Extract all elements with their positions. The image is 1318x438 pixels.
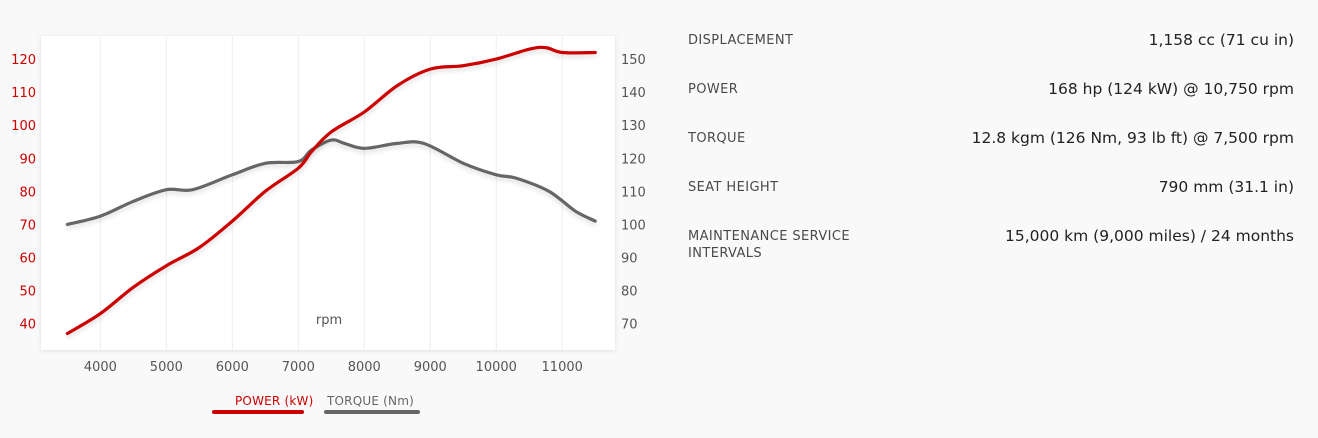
y-right-tick-label: 130 [621, 119, 646, 134]
x-tick-label: 9000 [414, 360, 447, 375]
y-left-tick-label: 60 [19, 251, 36, 266]
y-right-tick-label: 100 [621, 218, 646, 233]
x-axis-label: rpm [316, 313, 342, 328]
spec-label: DISPLACEMENT [688, 33, 794, 48]
y-right-tick-label: 80 [621, 285, 638, 300]
power-series-line [65, 45, 597, 336]
chart-svg: 4000 5000 6000 7000 8000 9000 10000 11000 40 50 60… [11, 36, 646, 375]
y-left-tick-label: 50 [19, 285, 36, 300]
spec-value: 168 hp (124 kW) @ 10,750 rpm [1048, 80, 1294, 98]
y-left-tick-label: 90 [19, 152, 36, 167]
grid-layer [99, 36, 563, 350]
y-left-tick-label: 40 [19, 318, 36, 333]
y-right-tick-label: 90 [621, 251, 638, 266]
legend-label-power[interactable]: POWER (kW) [235, 394, 314, 408]
legend-bar-torque [324, 410, 420, 414]
y-right-tick-label: 150 [621, 53, 646, 68]
legend-label-torque[interactable]: TORQUE (Nm) [327, 394, 414, 408]
x-tick-label: 10000 [476, 360, 517, 375]
x-tick-label: 7000 [282, 360, 315, 375]
spec-value: 15,000 km (9,000 miles) / 24 months [1005, 227, 1294, 245]
spec-value: 12.8 kgm (126 Nm, 93 lb ft) @ 7,500 rpm [971, 129, 1294, 147]
spec-label: TORQUE [688, 131, 746, 146]
y-left-tick-label: 70 [19, 218, 36, 233]
y-right-tick-label: 120 [621, 152, 646, 167]
y-right-tick-label: 110 [621, 185, 646, 200]
series-layer [65, 45, 597, 336]
y-left-tick-label: 110 [11, 86, 36, 101]
spec-value: 790 mm (31.1 in) [1158, 178, 1294, 196]
spec-label: POWER [688, 82, 739, 97]
y-left-tick-label: 80 [19, 185, 36, 200]
spec-label: MAINTENANCE SERVICE INTERVALS [688, 229, 850, 261]
spec-label: SEAT HEIGHT [688, 180, 779, 195]
axis-layer: 4000 5000 6000 7000 8000 9000 10000 11000 40 50 60… [11, 53, 646, 375]
x-tick-label: 5000 [150, 360, 183, 375]
y-left-tick-label: 100 [11, 119, 36, 134]
legend-bar-power [212, 410, 304, 414]
chart-panel [41, 36, 615, 350]
x-tick-label: 4000 [84, 360, 117, 375]
y-right-tick-label: 70 [621, 318, 638, 333]
x-tick-label: 11000 [542, 360, 583, 375]
x-tick-label: 6000 [216, 360, 249, 375]
spec-value: 1,158 cc (71 cu in) [1148, 31, 1294, 49]
torque-series-line [65, 138, 597, 226]
y-left-tick-label: 120 [11, 53, 36, 68]
y-right-tick-label: 140 [621, 86, 646, 101]
power-torque-chart: 4000 5000 6000 7000 8000 9000 10000 11000 40 50 60… [11, 36, 646, 414]
x-tick-label: 8000 [348, 360, 381, 375]
